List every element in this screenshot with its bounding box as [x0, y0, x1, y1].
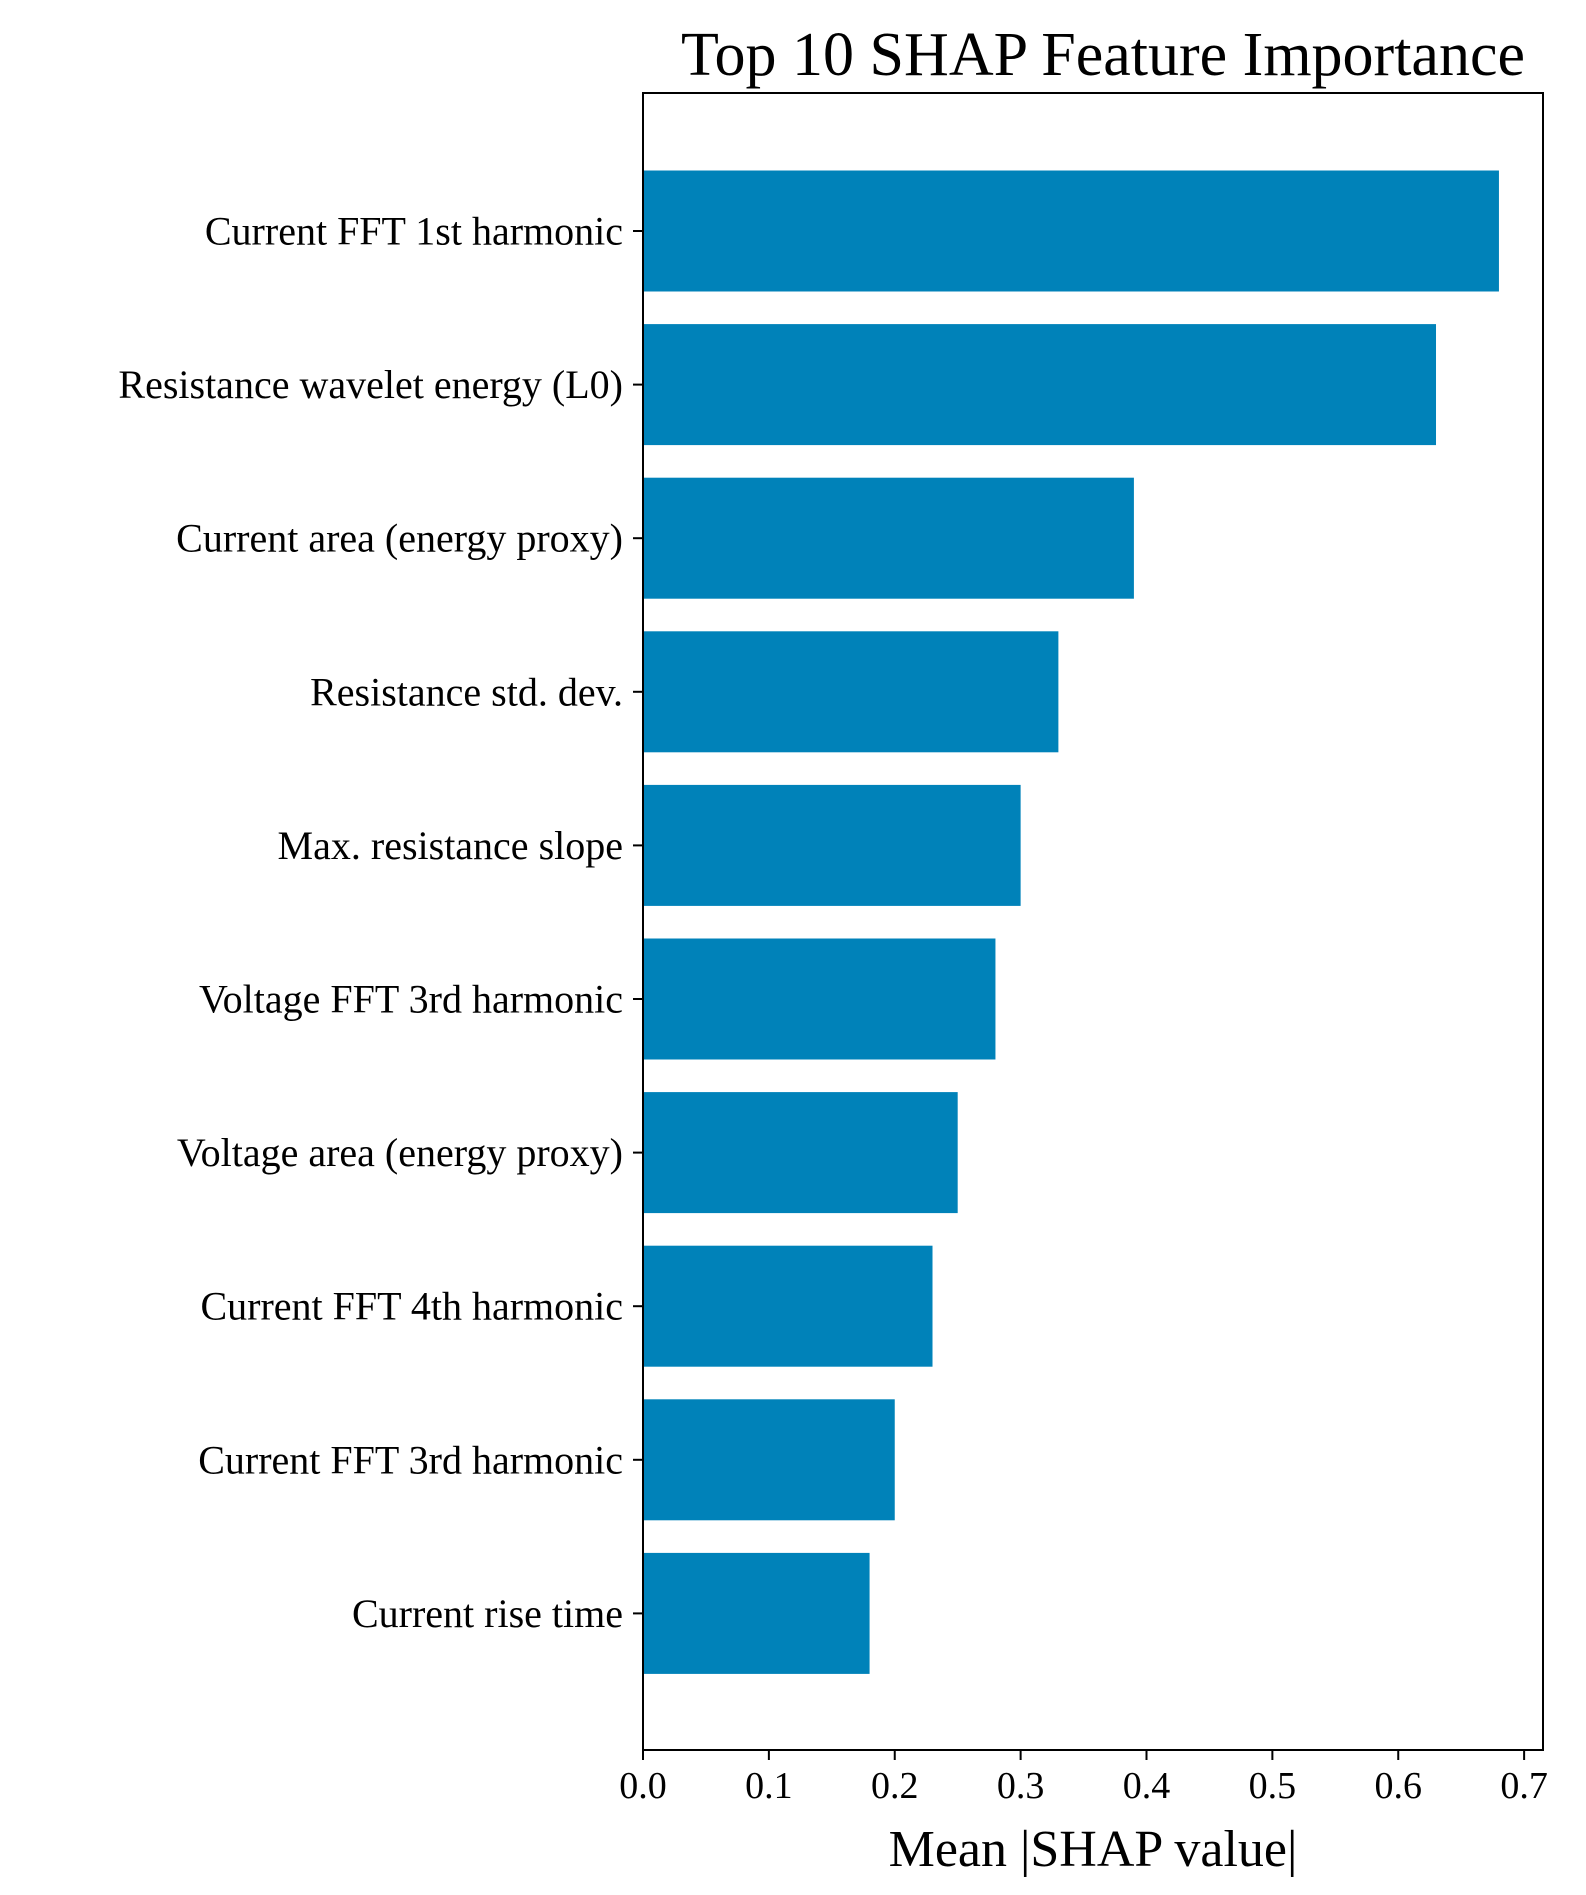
x-tick-label: 0.0 — [619, 1765, 667, 1807]
y-tick-label: Resistance wavelet energy (L0) — [118, 362, 623, 407]
y-tick-label: Voltage area (energy proxy) — [177, 1130, 623, 1175]
bar — [643, 1245, 933, 1367]
x-tick-label: 0.4 — [1123, 1765, 1171, 1807]
x-axis-label: Mean |SHAP value| — [889, 1821, 1298, 1878]
x-tick-label: 0.2 — [871, 1765, 919, 1807]
y-tick-label: Current FFT 1st harmonic — [205, 209, 623, 254]
plot-frame — [642, 92, 1544, 1751]
x-tick-label: 0.5 — [1249, 1765, 1297, 1807]
y-tick-label: Max. resistance slope — [278, 823, 623, 868]
chart-title: Top 10 SHAP Feature Importance — [681, 21, 1525, 89]
x-axis-ticks: 0.0 0.1 0.2 0.3 0.4 0.5 0.6 0.7 — [619, 1750, 1548, 1807]
bar — [643, 324, 1437, 446]
x-tick-label: 0.6 — [1374, 1765, 1422, 1807]
x-tick-label: 0.3 — [997, 1765, 1045, 1807]
y-tick-label: Resistance std. dev. — [310, 669, 623, 714]
x-tick-label: 0.1 — [745, 1765, 793, 1807]
bar — [643, 477, 1134, 599]
bar — [643, 170, 1499, 292]
y-tick-label: Current rise time — [352, 1591, 623, 1636]
bar — [643, 938, 996, 1060]
bar — [643, 784, 1021, 906]
y-tick-label: Current area (energy proxy) — [176, 516, 623, 561]
y-tick-label: Voltage FFT 3rd harmonic — [199, 977, 623, 1022]
y-tick-label: Current FFT 4th harmonic — [200, 1284, 623, 1329]
bars-group — [643, 170, 1499, 1674]
bar — [643, 1552, 870, 1674]
bar — [643, 1399, 895, 1521]
bar — [643, 631, 1059, 753]
y-axis-ticks: Current FFT 1st harmonic Resistance wavel… — [118, 209, 643, 1636]
bar — [643, 1092, 958, 1214]
x-tick-label: 0.7 — [1500, 1765, 1548, 1807]
y-tick-label: Current FFT 3rd harmonic — [198, 1437, 623, 1482]
